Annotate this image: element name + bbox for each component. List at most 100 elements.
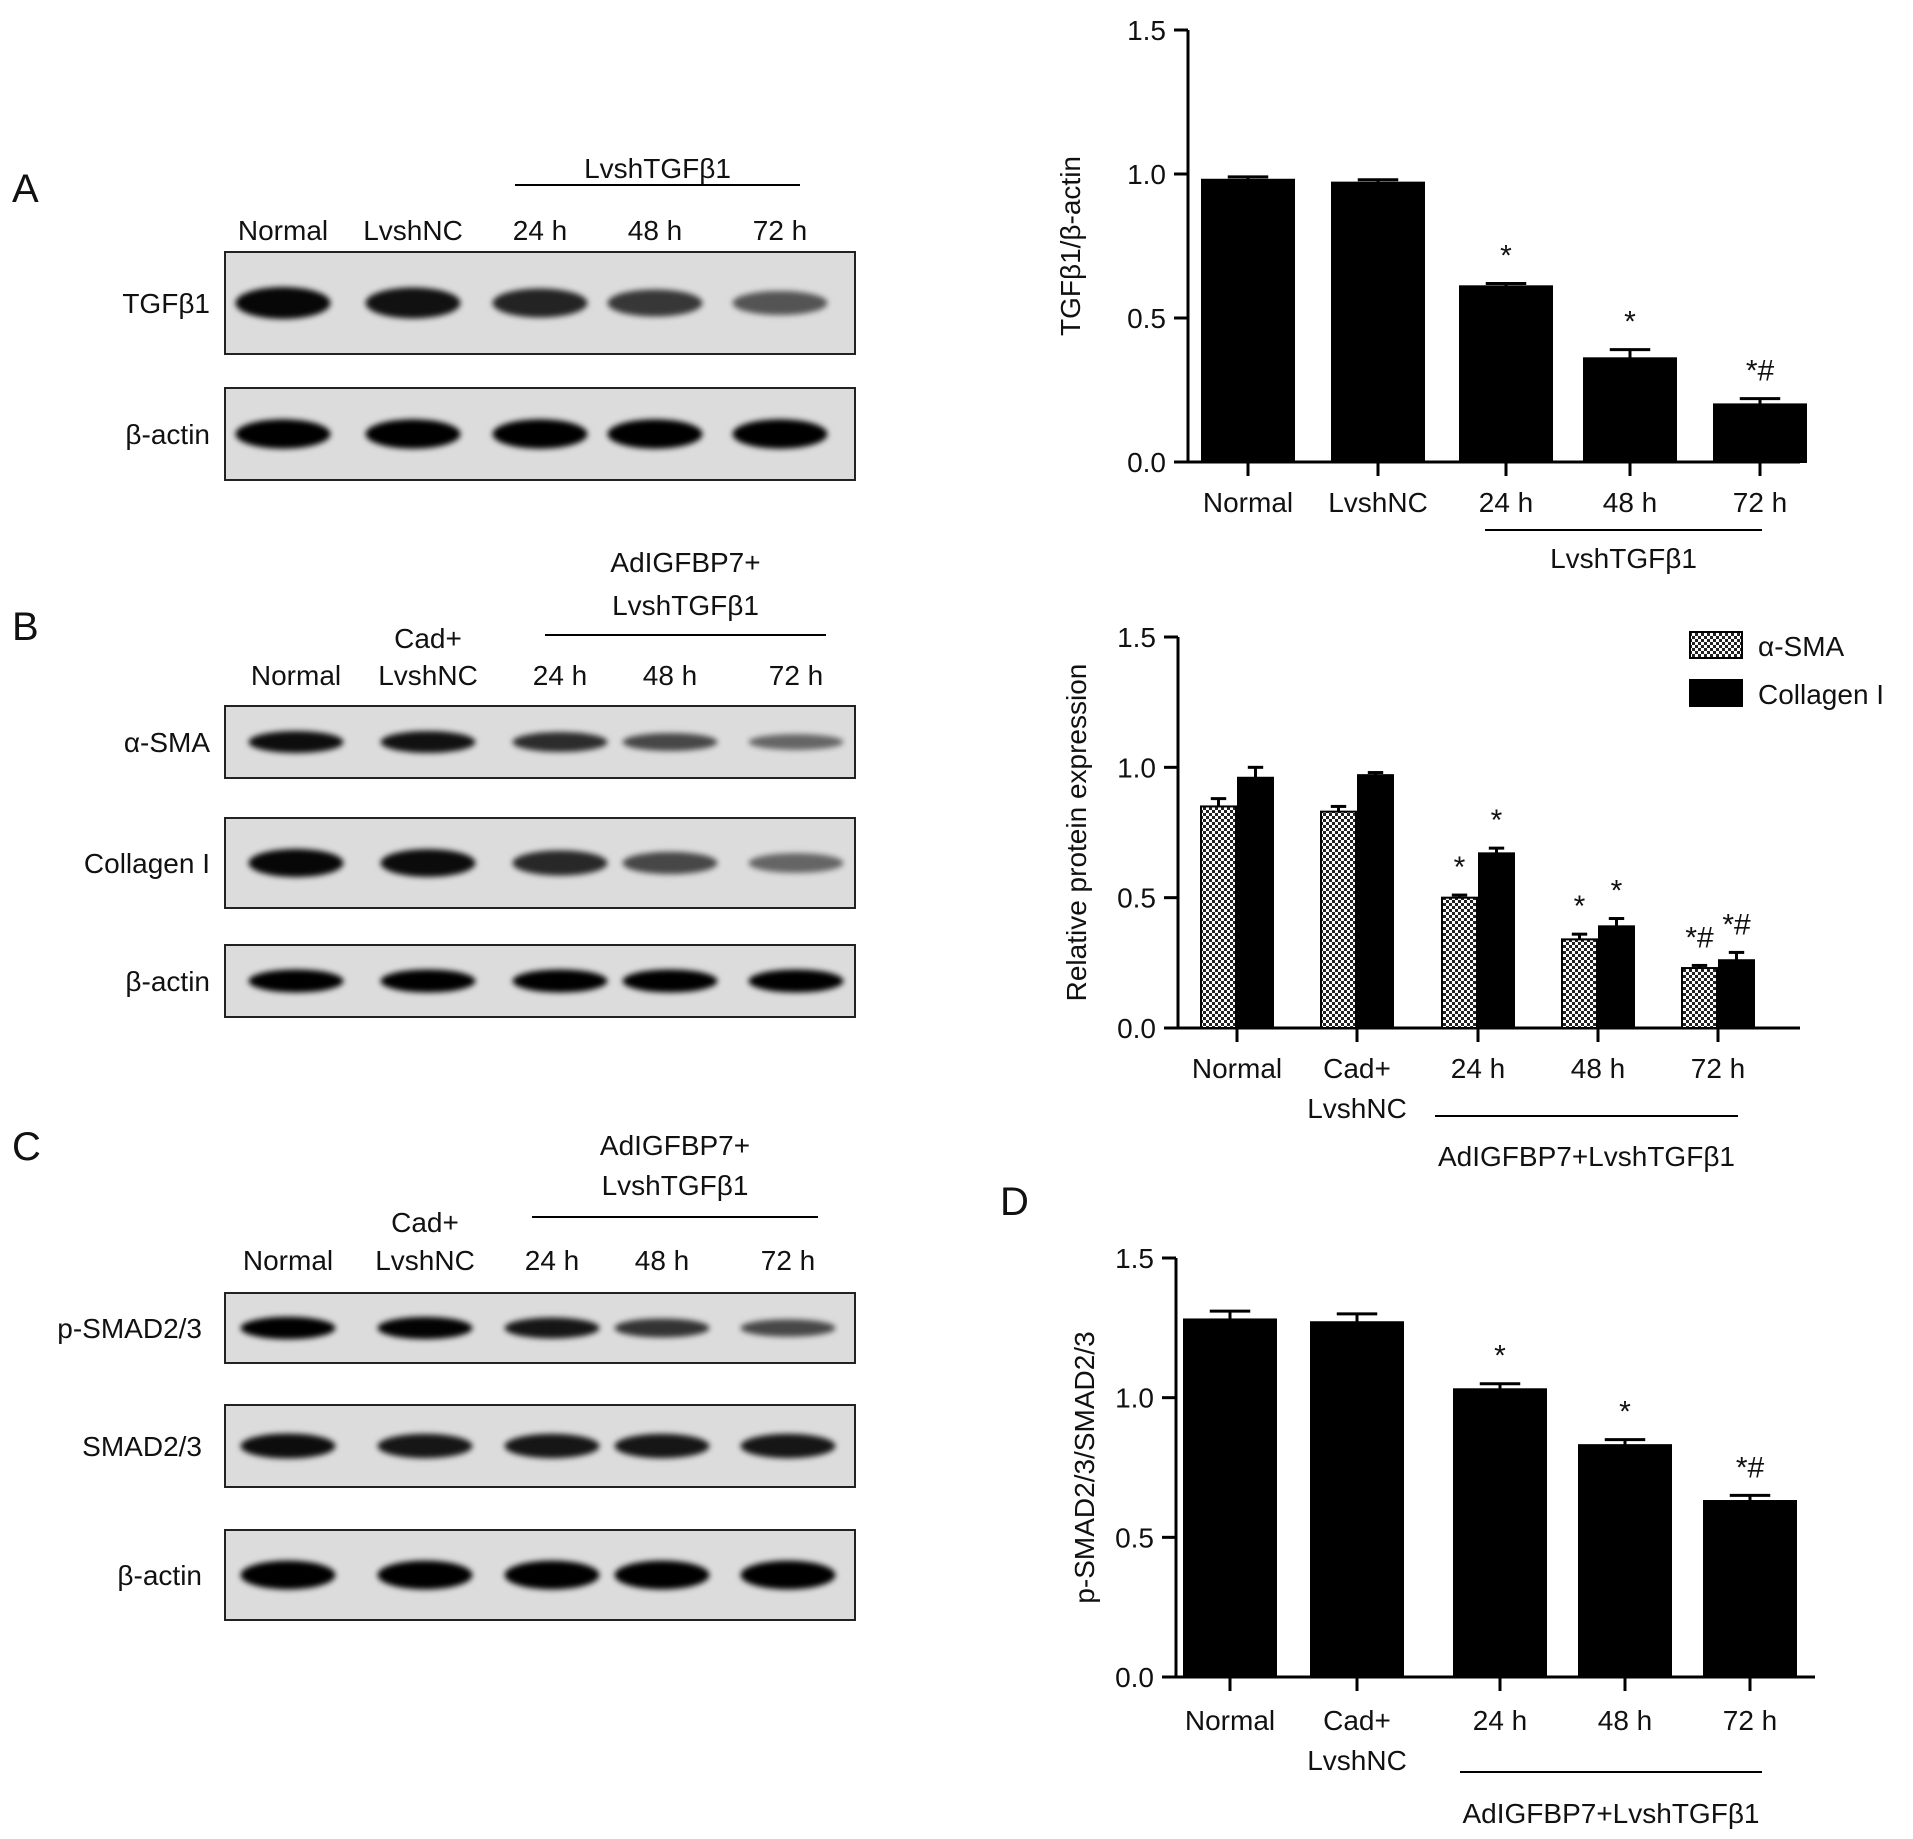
blot-a-row-tgf-1-band — [607, 289, 703, 317]
chart-b-bar — [1357, 774, 1394, 1029]
chart-a-group-label: LvshTGFβ1 — [1550, 543, 1697, 574]
chart-b-y-tick-label: 0.0 — [1117, 1013, 1156, 1044]
blot-c-row-actin-band — [504, 1560, 600, 1590]
chart-a-y-tick-label: 1.0 — [1127, 159, 1166, 190]
blot-b-row-collagen-i-label: Collagen I — [84, 848, 210, 879]
chart-b-legend-label: α-SMA — [1758, 631, 1845, 662]
chart-a-category-label: 48 h — [1603, 487, 1658, 518]
chart-b-bar — [1320, 810, 1357, 1029]
chart-a-category-label: LvshNC — [1328, 487, 1428, 518]
blot-c-lane-label: 72 h — [761, 1245, 816, 1276]
chart-b-bar — [1237, 776, 1274, 1030]
blot-a-lane-label: Normal — [238, 215, 328, 246]
chart-b-legend-swatch — [1689, 631, 1743, 659]
chart-d-bar — [1703, 1500, 1797, 1679]
chart-d-bar — [1310, 1321, 1404, 1679]
chart-a-y-tick-label: 1.5 — [1127, 15, 1166, 46]
blot-b-row-actin-band — [622, 969, 718, 993]
chart-b-y-tick-label: 1.0 — [1117, 752, 1156, 783]
chart-b-significance-marker: * — [1611, 875, 1623, 908]
blot-c-row-p-smad2-3-band — [614, 1318, 710, 1338]
chart-b-y-axis-label: Relative protein expression — [1061, 664, 1092, 1002]
chart-b-y-tick-label: 1.5 — [1117, 622, 1156, 653]
chart-b-significance-marker: *# — [1685, 921, 1714, 954]
chart-a-bar — [1459, 285, 1553, 463]
blot-a-row-actin-band — [365, 419, 461, 449]
blot-a-row-actin-band — [732, 419, 828, 449]
chart-a-bar — [1331, 181, 1425, 463]
blot-a-row-actin-band — [235, 419, 331, 449]
blot-c-lane-label: Cad+ — [391, 1207, 459, 1238]
chart-d-y-tick-label: 1.5 — [1115, 1243, 1154, 1274]
chart-a-y-tick-label: 0.5 — [1127, 303, 1166, 334]
blot-b-row-sma-label: α-SMA — [124, 727, 211, 758]
bar-chart-panel-a: 0.0 0.5 1.0 1.5 TGFβ1/β-actin Normal LvshNC 24 … — [1055, 15, 1807, 574]
chart-b-significance-marker: * — [1574, 890, 1586, 923]
chart-a-category-label: 72 h — [1733, 487, 1788, 518]
blot-b-group-label: LvshTGFβ1 — [612, 590, 759, 621]
panel-letter-d: D — [1000, 1180, 1029, 1224]
chart-a-bar — [1713, 403, 1807, 463]
panel-letter-b: B — [12, 605, 39, 649]
chart-b-category-label: 24 h — [1451, 1053, 1506, 1084]
chart-d-category-label: LvshNC — [1307, 1745, 1407, 1776]
chart-d-category-label: 24 h — [1473, 1705, 1528, 1736]
blot-b-row-collagen-i-band — [380, 849, 476, 877]
blot-a-row-tgf-1-label: TGFβ1 — [122, 288, 210, 319]
blot-c-row-p-smad2-3-label: p-SMAD2/3 — [57, 1313, 202, 1344]
blot-b-lane-label: LvshNC — [378, 660, 478, 691]
chart-d-bar — [1453, 1388, 1547, 1678]
chart-b-bar — [1561, 938, 1598, 1030]
blot-c-group-label: AdIGFBP7+ — [600, 1130, 750, 1161]
blot-c-group-label: LvshTGFβ1 — [602, 1170, 749, 1201]
chart-b-bar — [1478, 852, 1515, 1029]
chart-d-group-label: AdIGFBP7+LvshTGFβ1 — [1463, 1798, 1760, 1829]
chart-b-group-label: AdIGFBP7+LvshTGFβ1 — [1438, 1141, 1735, 1172]
chart-a-significance-marker: * — [1500, 239, 1512, 272]
blot-a-row-actin-band — [607, 419, 703, 449]
chart-b-legend-swatch — [1689, 679, 1743, 707]
chart-d-significance-marker: *# — [1736, 1451, 1765, 1484]
blot-c-row-smad2-3-band — [614, 1433, 710, 1459]
chart-d-significance-marker: * — [1619, 1396, 1631, 1429]
chart-d-y-tick-label: 1.0 — [1115, 1383, 1154, 1414]
chart-b-category-label: LvshNC — [1307, 1093, 1407, 1124]
blot-a-row-tgf-1-band — [365, 287, 461, 319]
blot-c-lane-label: 24 h — [525, 1245, 580, 1276]
blot-c-lane-label: Normal — [243, 1245, 333, 1276]
blot-a-lane-label: 24 h — [513, 215, 568, 246]
blot-b-row-collagen-i-band — [622, 851, 718, 875]
blot-b-row-actin-band — [512, 969, 608, 993]
blot-a-row-actin-band — [492, 419, 588, 449]
blot-b-lane-label: 24 h — [533, 660, 588, 691]
chart-d-bar — [1578, 1444, 1672, 1678]
chart-b-significance-marker: * — [1491, 804, 1503, 837]
blot-c-row-smad2-3-band — [740, 1433, 836, 1459]
blot-b-lane-label: Cad+ — [394, 623, 462, 654]
chart-b-bar — [1681, 967, 1718, 1030]
chart-b-significance-marker: *# — [1722, 908, 1751, 941]
blot-b-row-actin-band — [380, 969, 476, 993]
blot-b-lane-label: Normal — [251, 660, 341, 691]
blot-c-row-actin-label: β-actin — [117, 1560, 202, 1591]
chart-b-category-label: 72 h — [1691, 1053, 1746, 1084]
chart-d-significance-marker: * — [1494, 1340, 1506, 1373]
chart-a-y-axis-label: TGFβ1/β-actin — [1055, 156, 1086, 336]
blot-a-lane-label: LvshNC — [363, 215, 463, 246]
blot-b-row-sma-band — [512, 732, 608, 752]
chart-d-category-label: Cad+ — [1323, 1705, 1391, 1736]
chart-a-bar — [1583, 357, 1677, 464]
chart-d-y-tick-label: 0.5 — [1115, 1522, 1154, 1553]
blot-a-lane-label: 72 h — [753, 215, 808, 246]
blot-b-row-collagen-i-band — [512, 850, 608, 876]
chart-d-category-label: 72 h — [1723, 1705, 1778, 1736]
blot-c-lane-label: 48 h — [635, 1245, 690, 1276]
blot-b-lane-label: 48 h — [643, 660, 698, 691]
blot-a-row-actin-label: β-actin — [125, 419, 210, 450]
blot-c-row-p-smad2-3-band — [740, 1319, 836, 1337]
chart-b-y-tick-label: 0.5 — [1117, 883, 1156, 914]
bar-chart-panel-d: 0.0 0.5 1.0 1.5 p-SMAD2/3/SMAD2/3 Normal Cad+ L… — [1069, 1243, 1815, 1829]
blot-c-row-actin-band — [240, 1560, 336, 1590]
blot-b-row-actin-band — [748, 969, 844, 993]
